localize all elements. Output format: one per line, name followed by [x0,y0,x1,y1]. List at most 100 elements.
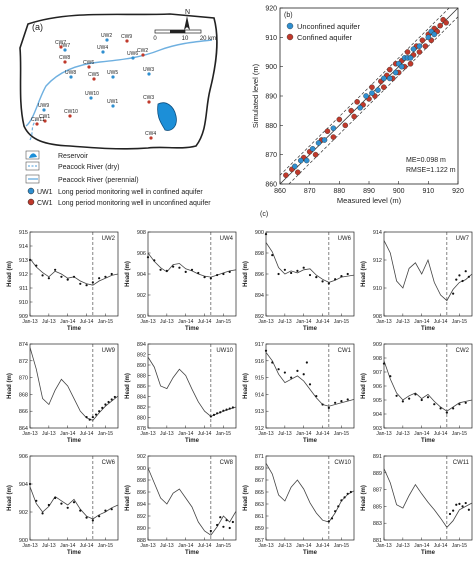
timeseries-x-axis-title: Time [303,438,318,444]
observed-head-point [461,505,464,508]
north-label: N [185,9,190,16]
timeseries-x-tick-jul-14: Jul-14 [80,543,94,549]
timeseries-panel-uw7: 908 910 912 914 Jan-13 Jul-13 Jan-14 Jul-14 Jan-… [361,230,473,332]
timeseries-x-tick-jan-15: Jan-15 [98,431,114,437]
timeseries-y-tick-902: 902 [137,454,146,460]
observed-head-point [216,273,219,277]
observed-head-point [452,292,455,295]
observed-head-point [28,482,32,486]
observed-head-point [452,407,455,410]
timeseries-y-tick-913: 913 [19,258,28,264]
timeseries-x-tick-jan-13: Jan-13 [258,543,274,549]
simulated-head-line [265,462,355,523]
timeseries-y-tick-896: 896 [255,272,264,278]
panel-a-map: (a) N 0 10 20 km UW1UW2UW3UW4UW5UW6UW7UW… [19,9,218,150]
legend-cw-desc: Long period monitoring well in unconfine… [58,200,211,207]
scatter-y-axis-title: Simulated level (m) [251,63,260,128]
observed-head-point [330,517,334,520]
scatter-y-tick-890: 890 [265,94,277,101]
timeseries-x-axis-title: Time [303,326,318,332]
scatter-point-confined-aquifer [443,19,449,26]
timeseries-y-tick-888: 888 [137,538,146,544]
timeseries-y-tick-900: 900 [137,314,146,320]
well-id-label: CW1 [338,348,352,354]
observed-head-point [305,361,308,364]
timeseries-y-tick-908: 908 [373,356,382,362]
timeseries-y-axis-title: Head (m) [243,373,249,399]
timeseries-y-axis-title: Head (m) [125,485,131,511]
timeseries-x-tick-jul-13: Jul-13 [42,431,56,437]
timeseries-x-tick-jul-14: Jul-14 [316,431,330,437]
observed-head-point [340,400,343,403]
legend-river-dry: Peacock River (dry) [58,164,119,171]
timeseries-y-tick-887: 887 [373,488,382,494]
reservoir-shape [157,102,177,131]
well-cw5-marker [92,77,96,81]
scale-tick-10: 10 [182,36,189,42]
well-id-label: CW10 [334,460,351,466]
timeseries-y-axis-title: Head (m) [361,485,367,511]
simulated-head-line [147,467,237,536]
scatter-point-unconfined-aquifer [309,145,316,152]
scatter-point-confined-aquifer [416,49,423,55]
well-id-label: CW8 [220,460,234,466]
timeseries-y-tick-910: 910 [19,300,28,306]
timeseries-y-tick-904: 904 [373,412,382,418]
timeseries-y-tick-886: 886 [137,384,146,390]
observed-head-point [334,401,337,404]
timeseries-x-tick-jan-14: Jan-14 [60,543,76,549]
panel-a-legend: Reservoir Peacock River (dry) Peacock Ri… [25,150,211,207]
peacock-river-dry [29,119,37,141]
scatter-point-confined-aquifer [294,169,301,176]
well-id-label: UW7 [456,236,470,242]
legend-uw-dot [27,187,35,195]
observed-head-point [382,362,386,365]
observed-head-point [271,254,274,257]
scatter-point-confined-aquifer [348,107,355,114]
scatter-y-tick-880: 880 [265,123,277,130]
observed-head-point [222,272,225,276]
well-uw10-marker [89,96,93,100]
well-uw2-label: UW2 [101,33,112,39]
timeseries-x-tick-jan-14: Jan-14 [414,543,430,549]
observed-head-point [231,520,234,524]
timeseries-y-tick-905: 905 [373,398,382,404]
timeseries-y-tick-869: 869 [255,466,264,472]
timeseries-x-tick-jul-13: Jul-13 [278,431,292,437]
observed-head-point [54,496,57,500]
timeseries-y-tick-912: 912 [255,426,264,432]
timeseries-x-tick-jan-15: Jan-15 [216,319,232,325]
observed-head-point [225,519,228,522]
observed-head-point [321,280,324,283]
timeseries-x-tick-jul-13: Jul-13 [396,543,410,549]
observed-head-point [346,492,349,495]
timeseries-x-tick-jan-15: Jan-15 [216,431,232,437]
observed-head-point [178,266,181,269]
observed-head-point [41,274,44,277]
observed-head-point [464,401,467,404]
timeseries-x-tick-jul-13: Jul-13 [278,543,292,549]
observed-head-point [85,415,88,419]
timeseries-y-tick-914: 914 [19,244,28,250]
observed-head-point [216,523,219,527]
observed-head-point [209,415,212,418]
timeseries-y-tick-872: 872 [19,359,28,365]
timeseries-plot-area [29,343,119,429]
observed-head-point [228,526,231,530]
monitoring-wells: UW1 UW2 UW3 UW4 UW5 UW6 UW7 UW8 UW9 UW10 CW1 CW2 CW3… [31,33,156,140]
observed-head-point [212,413,216,416]
observed-head-point [35,264,38,267]
panel-b-scatter: 860 870 880 890 900 910 920 860 870 880 890 900 910 9… [251,6,464,206]
well-uw4-marker [101,50,105,54]
scatter-point-unconfined-aquifer [315,140,322,146]
timeseries-y-tick-912: 912 [373,258,382,264]
observed-head-point [85,284,88,287]
timeseries-y-tick-900: 900 [255,230,264,236]
observed-head-point [296,369,299,372]
timeseries-x-tick-jul-13: Jul-13 [42,543,56,549]
well-cw7-marker [59,45,63,49]
observed-head-point [110,398,113,401]
observed-head-point [107,400,110,404]
timeseries-plot-area [29,231,119,317]
observed-head-point [343,496,346,499]
